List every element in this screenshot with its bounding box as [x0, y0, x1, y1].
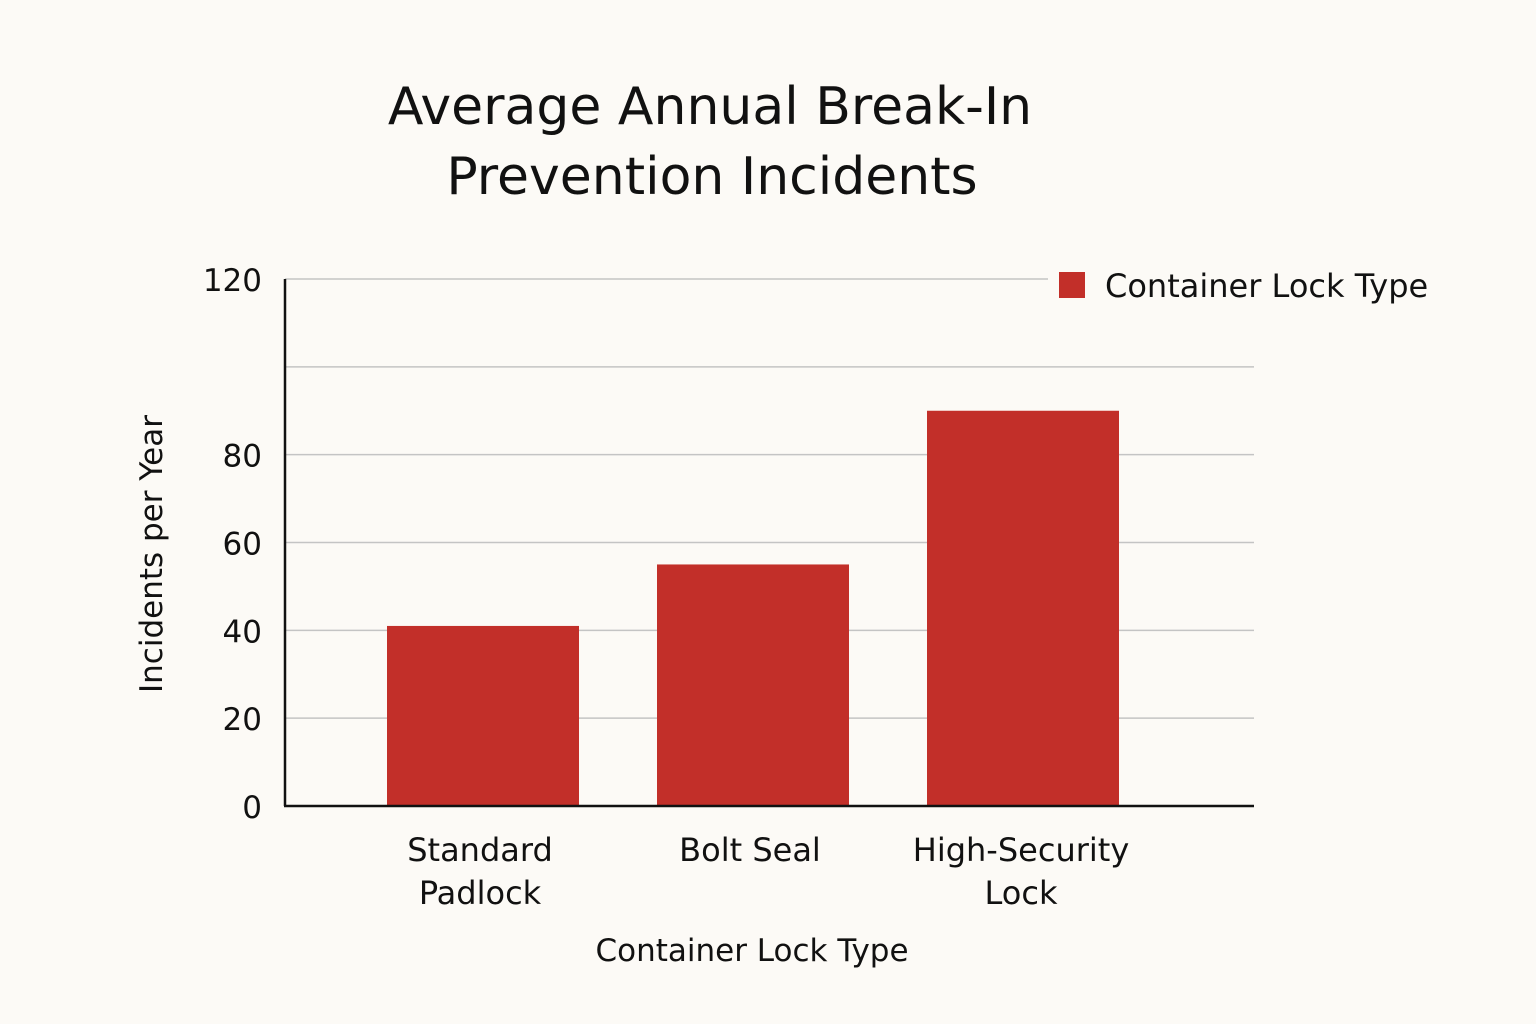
y-tick-label-80: 80: [223, 439, 262, 475]
bar-bolt-seal: [657, 564, 849, 806]
x-axis-ticks: Standard Padlock Bolt Seal High-Security Loc…: [407, 831, 1129, 912]
bar-standard-padlock: [387, 625, 579, 806]
y-tick-label-0: 0: [242, 790, 262, 826]
x-tick-label-2-line-1: Lock: [985, 874, 1058, 912]
y-tick-label-20: 20: [223, 702, 262, 738]
bars: [387, 410, 1119, 806]
x-tick-label-2-line-0: High-Security: [913, 831, 1130, 869]
y-tick-label-120: 120: [203, 263, 262, 299]
legend-swatch: [1059, 272, 1085, 298]
bar-high-security-lock: [927, 410, 1119, 806]
x-tick-label-1-line-0: Bolt Seal: [679, 831, 821, 869]
y-tick-label-40: 40: [223, 614, 262, 650]
chart-title-line-2: Prevention Incidents: [446, 147, 977, 207]
y-axis-ticks: 0 20 40 60 80 120: [203, 263, 262, 826]
x-tick-label-0-line-1: Padlock: [419, 874, 542, 912]
x-axis-title: Container Lock Type: [595, 933, 908, 969]
legend: Container Lock Type: [1059, 267, 1428, 305]
chart-title-line-1: Average Annual Break-In: [388, 77, 1032, 137]
y-axis-title: Incidents per Year: [134, 415, 170, 693]
x-tick-label-0-line-0: Standard: [407, 831, 553, 869]
y-tick-label-60: 60: [223, 527, 262, 563]
legend-label: Container Lock Type: [1105, 267, 1428, 305]
